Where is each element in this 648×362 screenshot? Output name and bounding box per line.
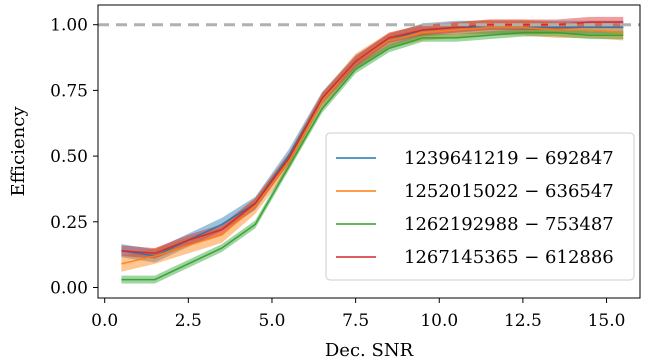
x-tick-label: 12.5 (504, 311, 542, 331)
x-tick-label: 10.0 (420, 311, 458, 331)
legend-box (325, 132, 635, 281)
y-axis-ticks: 0.00 0.25 0.50 0.75 1.00 (50, 16, 98, 298)
x-tick-label: 2.5 (175, 311, 202, 331)
y-tick-label: 0.75 (50, 81, 88, 101)
plot-frame (97, 4, 641, 299)
legend: 1239641219 − 692847 1252015022 − 636547 12… (325, 132, 635, 281)
y-axis-label: Efficiency (8, 106, 29, 197)
legend-label-4: 1267145365 − 612886 (404, 247, 614, 268)
series-1-band (121, 20, 624, 263)
legend-label-3: 1262192988 − 753487 (404, 214, 614, 235)
x-tick-label: 15.0 (588, 311, 626, 331)
y-tick-label: 1.00 (50, 16, 88, 36)
x-tick-label: 7.5 (342, 311, 369, 331)
x-axis-label: Dec. SNR (325, 340, 414, 361)
series-3-line (121, 31, 624, 281)
x-tick-label: 0.0 (91, 311, 118, 331)
legend-label-2: 1252015022 − 636547 (404, 181, 614, 202)
x-axis-ticks: 0.0 2.5 5.0 7.5 10.0 12.5 15.0 (91, 298, 625, 331)
x-tick-label: 5.0 (258, 311, 285, 331)
y-tick-label: 0.50 (50, 147, 88, 167)
y-tick-label: 0.00 (50, 278, 88, 298)
y-tick-label: 0.25 (50, 213, 88, 233)
series-2-line (121, 26, 624, 265)
legend-label-1: 1239641219 − 692847 (404, 148, 614, 169)
